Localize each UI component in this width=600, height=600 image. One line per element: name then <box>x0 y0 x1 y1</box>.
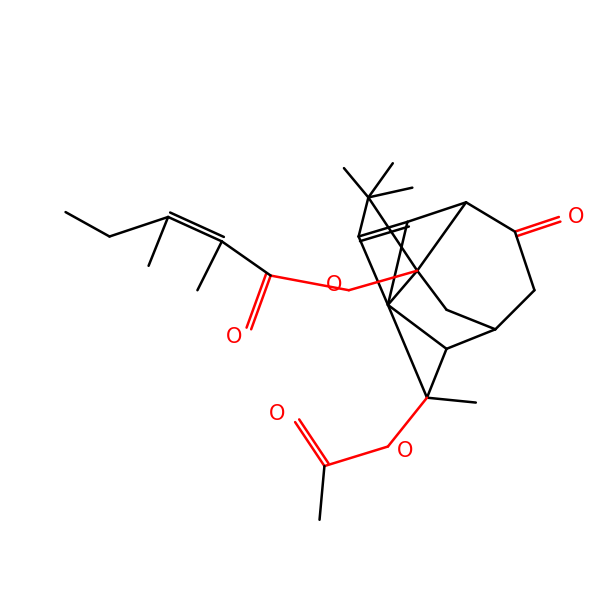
Text: O: O <box>269 404 286 424</box>
Text: O: O <box>397 442 413 461</box>
Text: O: O <box>568 207 584 227</box>
Text: O: O <box>326 275 343 295</box>
Text: O: O <box>226 327 242 347</box>
